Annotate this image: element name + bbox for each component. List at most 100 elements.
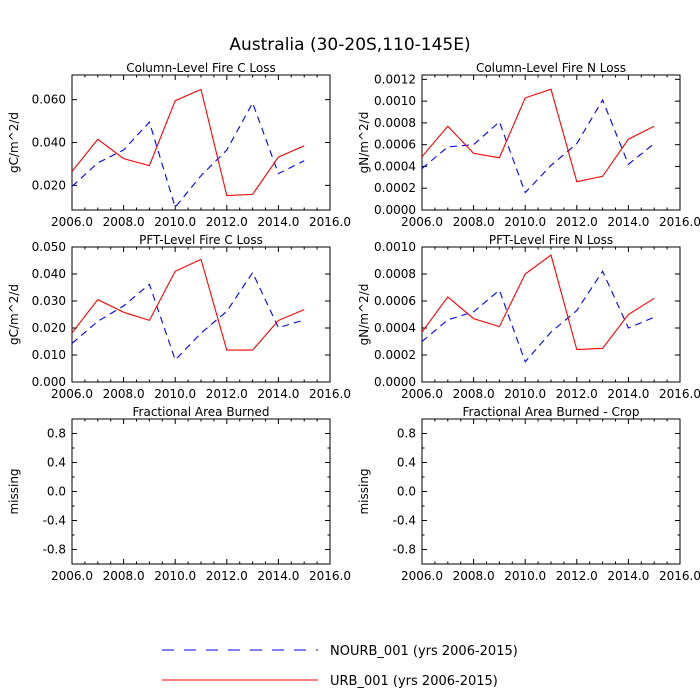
legend-label-nourb: NOURB_001 (yrs 2006-2015) <box>330 644 518 659</box>
chart-title: PFT-Level Fire C Loss <box>139 233 263 247</box>
x-tick-label: 2016.0 <box>309 215 351 229</box>
chart-title: Fractional Area Burned - Crop <box>463 405 640 419</box>
plot-frame <box>421 246 681 383</box>
x-tick-label: 2006.0 <box>401 215 443 229</box>
y-tick-label: 0.000 <box>32 375 66 389</box>
x-tick-label: 2006.0 <box>401 569 443 583</box>
x-tick-label: 2016.0 <box>309 387 351 401</box>
x-tick-label: 2016.0 <box>659 387 700 401</box>
y-axis-label: gN/m^2/d <box>357 112 371 174</box>
series-line-urb-001 <box>72 88 305 197</box>
x-tick-label: 2014.0 <box>607 387 649 401</box>
x-tick-label: 2016.0 <box>659 569 700 583</box>
y-tick-label: 0.4 <box>397 456 416 470</box>
series-line-nourb-001 <box>422 98 655 194</box>
x-tick-label: 2010.0 <box>154 215 196 229</box>
y-tick-label: -0.8 <box>393 543 416 557</box>
series-line-nourb-001 <box>422 270 655 363</box>
x-tick-label: 2012.0 <box>556 569 598 583</box>
y-tick-label: -0.8 <box>43 543 66 557</box>
y-tick-label: 0.0002 <box>374 348 416 362</box>
x-tick-label: 2008.0 <box>453 215 495 229</box>
x-tick-label: 2010.0 <box>504 215 546 229</box>
y-tick-label: 0.0 <box>397 485 416 499</box>
y-tick-label: 0.0006 <box>374 294 416 308</box>
x-tick-label: 2012.0 <box>206 387 248 401</box>
chart-title: Fractional Area Burned <box>133 405 270 419</box>
x-tick-label: 2006.0 <box>51 569 93 583</box>
y-tick-label: 0.0000 <box>374 203 416 217</box>
y-tick-label: 0.8 <box>397 427 416 441</box>
series-line-urb-001 <box>422 254 655 351</box>
plot-frame <box>71 418 331 565</box>
plot-frame <box>421 74 681 211</box>
y-axis-label: missing <box>7 468 21 514</box>
y-tick-label: -0.4 <box>43 514 66 528</box>
x-tick-label: 2008.0 <box>103 387 145 401</box>
y-tick-label: 0.0002 <box>374 181 416 195</box>
plot-frame <box>71 74 331 211</box>
x-tick-label: 2006.0 <box>51 387 93 401</box>
y-tick-label: 0.010 <box>32 348 66 362</box>
y-tick-label: 0.0006 <box>374 138 416 152</box>
x-tick-label: 2008.0 <box>453 569 495 583</box>
legend-label-urb: URB_001 (yrs 2006-2015) <box>330 674 498 689</box>
x-tick-label: 2008.0 <box>103 215 145 229</box>
y-tick-label: 0.0000 <box>374 375 416 389</box>
chart-title: Column-Level Fire N Loss <box>476 61 626 75</box>
y-tick-label: 0.0004 <box>374 321 416 335</box>
x-tick-label: 2010.0 <box>504 387 546 401</box>
y-tick-label: 0.040 <box>32 136 66 150</box>
chart-panel-fractional-area-burned-crop: Fractional Area Burned - Crop missing 2006… <box>357 405 700 583</box>
y-axis-label: gC/m^2/d <box>7 284 21 345</box>
y-tick-label: 0.0 <box>47 485 66 499</box>
x-tick-label: 2012.0 <box>556 215 598 229</box>
figure-title: Australia (30-20S,110-145E) <box>229 35 470 55</box>
x-tick-label: 2016.0 <box>309 569 351 583</box>
series-line-urb-001 <box>422 88 655 183</box>
x-tick-label: 2012.0 <box>556 387 598 401</box>
x-tick-label: 2014.0 <box>607 215 649 229</box>
chart-panel-pft-level-fire-c-loss: PFT-Level Fire C Loss gC/m^2/d 2006.0 2008.… <box>7 233 351 401</box>
chart-panel-pft-level-fire-n-loss: PFT-Level Fire N Loss gN/m^2/d 2006.0 2008.… <box>357 233 700 401</box>
chart-panel-fractional-area-burned: Fractional Area Burned missing 2006.0 2008.… <box>7 405 351 583</box>
x-tick-label: 2014.0 <box>607 569 649 583</box>
y-tick-label: 0.030 <box>32 294 66 308</box>
x-tick-label: 2014.0 <box>257 387 299 401</box>
x-tick-label: 2010.0 <box>504 569 546 583</box>
y-axis-label: gC/m^2/d <box>7 112 21 173</box>
x-tick-label: 2014.0 <box>257 569 299 583</box>
y-tick-label: 0.0008 <box>374 116 416 130</box>
y-tick-label: 0.0012 <box>374 72 416 86</box>
y-tick-label: 0.0010 <box>374 94 416 108</box>
y-axis-label: gN/m^2/d <box>357 284 371 346</box>
x-tick-label: 2010.0 <box>154 387 196 401</box>
y-tick-label: 0.4 <box>47 456 66 470</box>
chart-panel-column-level-fire-c-loss: Column-Level Fire C Loss gC/m^2/d 2006.0 20… <box>7 61 351 229</box>
series-line-nourb-001 <box>72 101 305 209</box>
y-tick-label: 0.0004 <box>374 159 416 173</box>
y-tick-label: 0.040 <box>32 267 66 281</box>
y-tick-label: -0.4 <box>393 514 416 528</box>
y-tick-label: 0.0010 <box>374 240 416 254</box>
x-tick-label: 2008.0 <box>453 387 495 401</box>
x-tick-label: 2012.0 <box>206 215 248 229</box>
chart-panel-column-level-fire-n-loss: Column-Level Fire N Loss gN/m^2/d 2006.0 20… <box>357 61 700 229</box>
x-tick-label: 2016.0 <box>659 215 700 229</box>
x-tick-label: 2006.0 <box>401 387 443 401</box>
y-tick-label: 0.060 <box>32 93 66 107</box>
x-tick-label: 2012.0 <box>206 569 248 583</box>
panels: Column-Level Fire C Loss gC/m^2/d 2006.0 20… <box>7 61 700 583</box>
y-tick-label: 0.020 <box>32 178 66 192</box>
chart-title: PFT-Level Fire N Loss <box>489 233 613 247</box>
x-tick-label: 2008.0 <box>103 569 145 583</box>
x-tick-label: 2014.0 <box>257 215 299 229</box>
plot-frame <box>421 418 681 565</box>
legend: NOURB_001 (yrs 2006-2015) URB_001 (yrs 2… <box>162 644 518 689</box>
x-tick-label: 2010.0 <box>154 569 196 583</box>
y-tick-label: 0.8 <box>47 427 66 441</box>
y-tick-label: 0.0008 <box>374 267 416 281</box>
chart-title: Column-Level Fire C Loss <box>126 61 276 75</box>
y-tick-label: 0.020 <box>32 321 66 335</box>
